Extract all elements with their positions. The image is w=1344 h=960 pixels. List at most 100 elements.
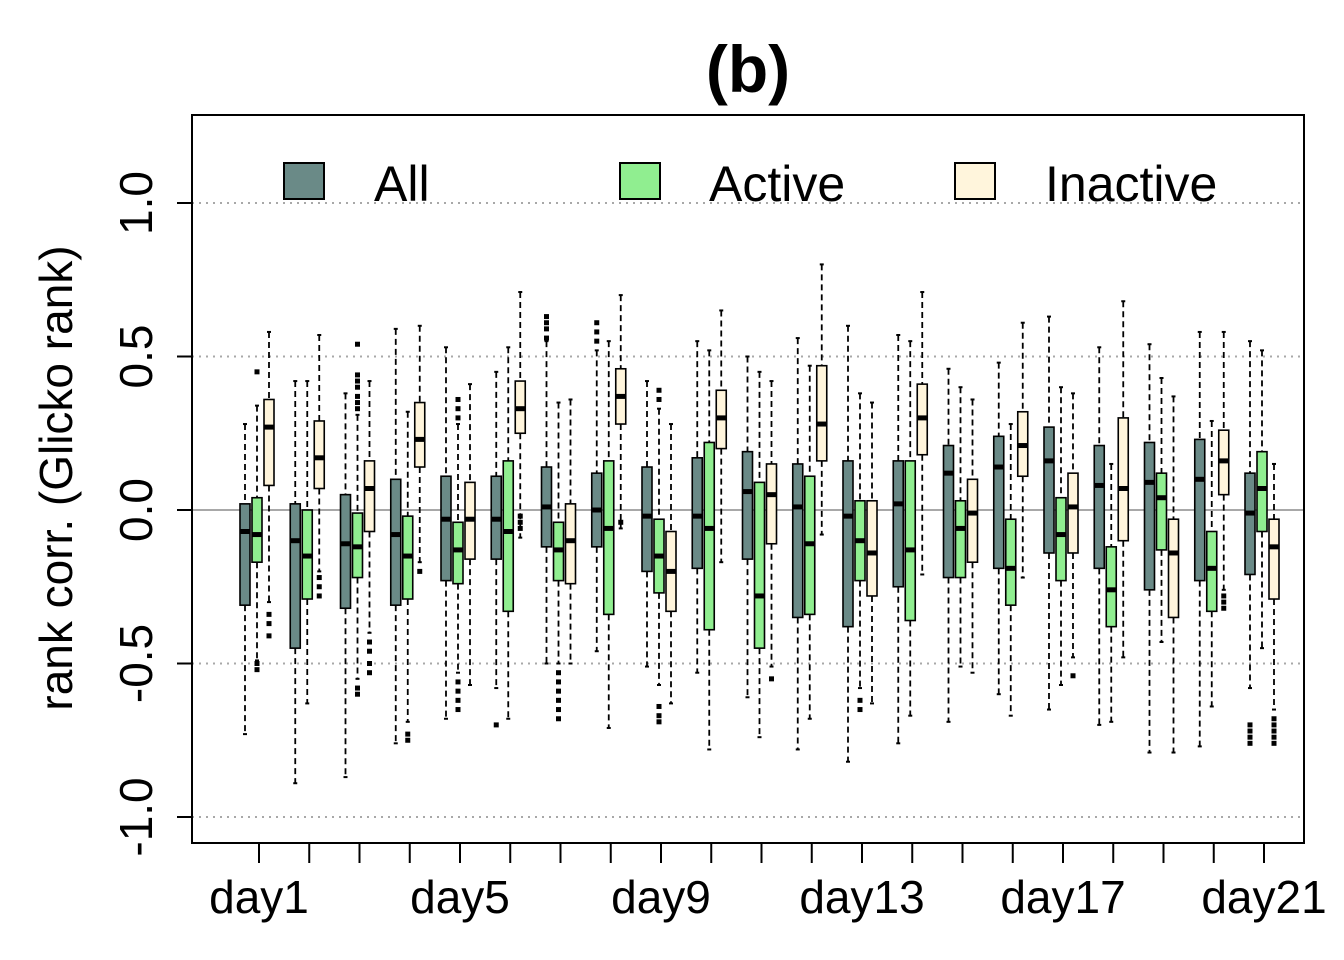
outlier-point [316, 575, 322, 581]
outlier-point [417, 568, 423, 574]
box-active-day6 [502, 346, 515, 720]
plot-frame [191, 114, 1305, 844]
box-body [791, 463, 804, 619]
box-active-day2 [301, 380, 314, 705]
box-body [289, 503, 302, 649]
box-all-day15 [942, 367, 955, 723]
box-all-day19 [1143, 343, 1156, 754]
box-all-day6 [490, 370, 503, 728]
box-inactive-day12 [815, 263, 828, 536]
box-body [389, 478, 402, 606]
outlier-point [1070, 673, 1076, 679]
y-tick-label: 0.0 [110, 478, 162, 542]
outlier-point [1221, 605, 1227, 611]
box-body [966, 478, 979, 563]
box-body [741, 450, 754, 560]
box-body [1117, 417, 1130, 542]
box-all-day17 [1043, 315, 1055, 711]
outlier-point [355, 378, 360, 384]
box-inactive-day14 [916, 291, 929, 576]
box-body [1004, 518, 1017, 606]
outlier-point [455, 415, 461, 421]
box-inactive-day1 [263, 330, 275, 639]
outlier-point [1247, 734, 1253, 740]
y-tick-label: -1.0 [110, 777, 162, 856]
box-body [251, 496, 263, 563]
outlier-point [355, 685, 360, 691]
box-inactive-day2 [313, 334, 326, 599]
box-body [703, 441, 716, 631]
x-tick-label: day9 [611, 871, 711, 923]
box-all-day3 [339, 392, 352, 779]
x-tick-label: day5 [410, 871, 510, 923]
outlier-point [266, 611, 272, 617]
box-all-day18 [1093, 346, 1106, 726]
outlier-point [455, 688, 461, 694]
box-active-day12 [803, 364, 816, 720]
box-active-day18 [1105, 462, 1118, 723]
plot-area: -1.0 -0.5 0.0 0.5 1.0 day1 day5 day9 day13 day17 d… [110, 114, 1327, 923]
box-all-day12 [791, 337, 804, 751]
box-active-day5 [452, 396, 464, 713]
box-inactive-day4 [413, 324, 426, 574]
box-active-day11 [753, 370, 766, 739]
outlier-point [594, 329, 600, 335]
outlier-point [656, 396, 662, 402]
outlier-point [254, 661, 260, 666]
box-all-day4 [389, 327, 402, 745]
box-active-day1 [251, 369, 263, 673]
box-all-day13 [842, 324, 854, 763]
box-all-day16 [992, 361, 1005, 696]
outlier-point [857, 697, 863, 703]
outlier-point [355, 393, 360, 399]
box-all-day5 [440, 346, 452, 720]
box-body [1193, 438, 1206, 582]
legend-label-active: Active [709, 156, 845, 212]
box-body [440, 475, 452, 582]
y-tick-label: 1.0 [110, 171, 162, 235]
outlier-point [594, 338, 600, 344]
box-body [1105, 546, 1118, 628]
outlier-point [355, 691, 360, 697]
box-active-day20 [1205, 419, 1218, 708]
box-body [765, 463, 778, 545]
outlier-point [455, 697, 461, 703]
box-all-day2 [289, 380, 302, 785]
box-inactive-day13 [866, 401, 878, 705]
box-body [842, 460, 854, 628]
box-active-day4 [401, 410, 414, 743]
outlier-point [266, 633, 272, 639]
outlier-point [1221, 599, 1227, 605]
outlier-point [316, 584, 322, 590]
outlier-point [544, 335, 549, 341]
box-body [815, 364, 828, 462]
outlier-point [517, 519, 523, 525]
box-body [602, 460, 615, 616]
box-active-day3 [351, 341, 364, 697]
outlier-point [556, 707, 561, 713]
x-tick-label: day1 [209, 871, 309, 923]
box-active-day10 [703, 349, 716, 751]
box-inactive-day8 [614, 294, 627, 530]
box-all-day14 [892, 334, 905, 745]
outlier-point [493, 722, 499, 728]
x-tick-label: day21 [1201, 871, 1326, 923]
box-all-day20 [1193, 330, 1206, 748]
outlier-point [316, 593, 322, 599]
outlier-point [455, 679, 461, 685]
outlier-point [266, 621, 272, 627]
box-body [313, 420, 326, 490]
legend-label-all: All [374, 156, 430, 212]
box-inactive-day21 [1268, 462, 1280, 746]
box-body [904, 460, 917, 622]
box-body [1067, 472, 1079, 554]
box-body [992, 435, 1005, 570]
box-body [564, 503, 577, 585]
x-tick-label: day13 [799, 871, 924, 923]
outlier-point [367, 670, 372, 676]
outlier-point [367, 639, 372, 645]
outlier-point [1271, 734, 1277, 740]
y-tick-label: -0.5 [110, 624, 162, 703]
outlier-point [254, 667, 260, 673]
